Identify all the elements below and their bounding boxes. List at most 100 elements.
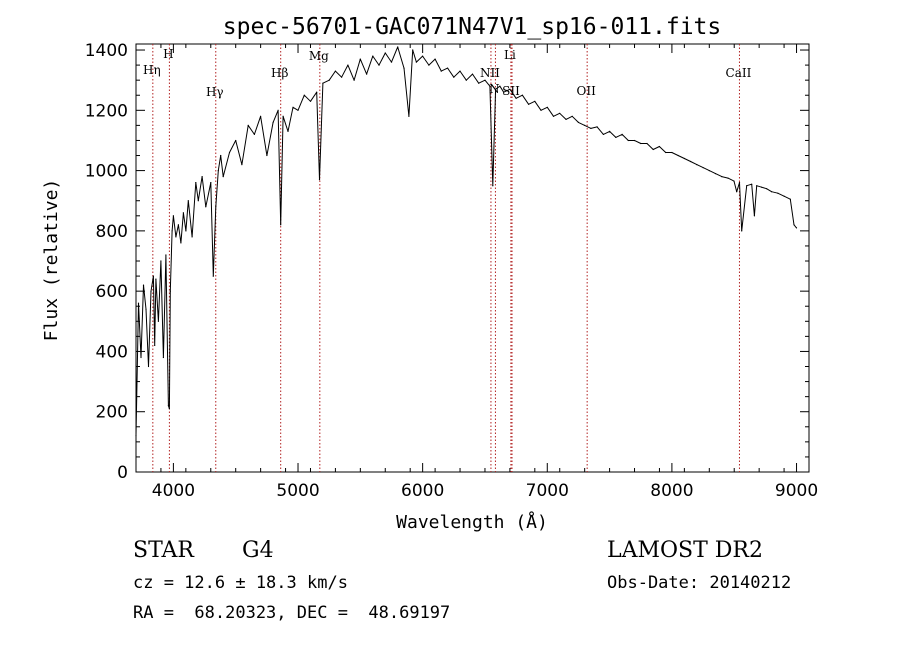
spectrum-point <box>334 70 336 72</box>
x-tick-label: 4000 <box>152 481 195 501</box>
spectrum-point <box>266 154 268 157</box>
spectrum-point <box>384 52 386 54</box>
spectrum-point <box>187 200 189 202</box>
spectrum-point <box>167 405 169 407</box>
line-marker-label: OII <box>576 84 596 98</box>
spectrum-point <box>559 112 561 114</box>
spectrum-point <box>140 356 142 359</box>
y-tick-label: 400 <box>96 342 128 362</box>
spectrum-point <box>147 365 150 368</box>
spectrum-point <box>793 224 795 226</box>
spectrum-point <box>795 227 798 229</box>
spectrum-point <box>683 157 686 160</box>
spectrum-point <box>303 94 305 96</box>
line-marker-label: H <box>163 47 173 61</box>
y-axis-label: Flux (relative) <box>41 179 62 342</box>
spectrum-point <box>515 97 517 99</box>
spectrum-point <box>447 67 449 69</box>
spectrum-point <box>277 109 279 111</box>
spectrum-point <box>412 49 414 51</box>
y-tick-label: 1200 <box>85 101 128 121</box>
spectrum-point <box>150 290 152 292</box>
spectrum-point <box>292 106 294 108</box>
y-tick-label: 1400 <box>85 41 128 61</box>
spectrum-point <box>353 79 355 81</box>
spectrum-point <box>756 185 758 187</box>
spectrum-point <box>609 130 611 132</box>
spectrum-point <box>390 61 393 63</box>
spectrum-point <box>652 148 654 151</box>
spectrum-point <box>372 55 374 57</box>
spectrum-point <box>484 79 486 81</box>
line-marker-label: Hγ <box>206 85 224 99</box>
spectrum-point <box>534 100 536 102</box>
spectrum-point <box>696 164 698 166</box>
spectrum-point <box>201 176 203 178</box>
spectrum-point <box>459 70 461 72</box>
spectrum-point <box>220 154 222 157</box>
spectrum-point <box>702 167 704 169</box>
spectrum-point <box>160 260 162 262</box>
spectrum-point <box>215 206 217 208</box>
spectrum-point <box>440 70 442 72</box>
x-tick-label: 7000 <box>526 481 569 501</box>
spectrum-point <box>253 133 255 135</box>
spectrum-point <box>260 115 262 117</box>
spectrum-point <box>359 58 361 60</box>
spectrum-point <box>272 121 274 123</box>
y-tick-label: 1000 <box>85 162 128 182</box>
spectrum-point <box>222 176 224 178</box>
spectrum-point <box>205 206 207 208</box>
spectrum-point <box>521 94 524 96</box>
spectrum-point <box>478 82 480 84</box>
spectrum-point <box>347 64 349 66</box>
spectrum-point <box>677 154 679 157</box>
spectrum-point <box>503 91 505 93</box>
spectrum-point <box>328 79 330 81</box>
spectrum-point <box>577 121 580 123</box>
spectrum-point <box>228 151 231 154</box>
spectrum-point <box>708 170 710 172</box>
survey-name: LAMOST DR2 <box>607 538 763 563</box>
spectrum-point <box>733 180 735 182</box>
spectrum-point <box>135 435 137 437</box>
x-tick-label: 9000 <box>775 481 818 501</box>
spectrum-point <box>714 173 717 175</box>
spectrum-point <box>241 164 243 166</box>
x-tick-label: 8000 <box>650 481 693 501</box>
spectrum-point <box>453 76 455 78</box>
spectrum-point <box>142 284 145 286</box>
spectrum-point <box>155 278 157 280</box>
spectrum-point <box>316 91 318 93</box>
spectrum-point <box>546 106 548 108</box>
spectrum-point <box>428 64 430 66</box>
spectrum-point <box>738 182 741 184</box>
spectrum-point <box>499 85 501 87</box>
spectrum-point <box>528 103 530 105</box>
spectrum-point <box>761 186 763 188</box>
spectrum-point <box>366 73 368 75</box>
spectrum-point <box>621 133 623 135</box>
spectrum-point <box>137 302 140 304</box>
spectrum-point <box>690 160 692 163</box>
spectrum-point <box>571 115 573 117</box>
spectrum-point <box>584 124 586 126</box>
spectrum-point <box>495 88 497 90</box>
spectrum-point <box>565 118 567 120</box>
spectrum-point <box>154 344 156 346</box>
spectrum-point <box>721 176 723 178</box>
spectrum-point <box>378 64 380 66</box>
spectrum-point <box>408 115 410 117</box>
spectrum-point <box>633 139 636 142</box>
spectrum-point <box>169 290 171 292</box>
line-marker-label: Hβ <box>271 66 288 80</box>
spectrum-point <box>212 275 214 277</box>
spectrum-point <box>162 356 164 359</box>
spectrum-point <box>434 58 436 60</box>
spectrum-point <box>665 151 667 154</box>
spectrum-point <box>171 230 173 232</box>
spectrum-point <box>280 224 282 226</box>
spectrum-point <box>235 139 237 142</box>
spectrum-point <box>771 191 773 193</box>
spectrum-point <box>736 191 738 193</box>
